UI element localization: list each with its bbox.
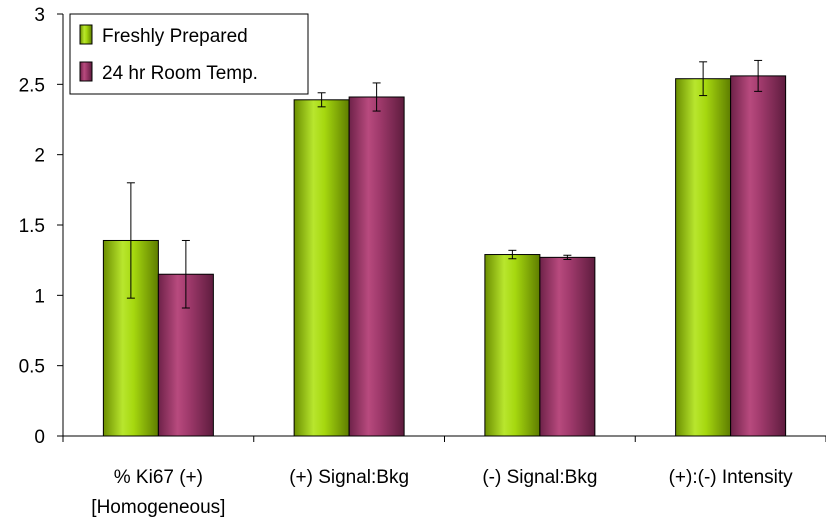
bar <box>348 96 405 437</box>
legend-label-24-hr-room-temp: 24 hr Room Temp. <box>102 63 258 84</box>
y-tick-label: 1.5 <box>19 216 45 237</box>
bar <box>484 254 541 437</box>
y-tick-label: 0.5 <box>19 357 45 378</box>
x-tick-label: % Ki67 (+) <box>114 467 203 488</box>
y-tick-label: 1 <box>34 286 45 307</box>
legend-swatch-24-hr-room-temp <box>79 61 93 82</box>
x-tick-label: (-) Signal:Bkg <box>482 467 597 488</box>
bar <box>730 75 787 437</box>
x-tick-label: (+):(-) Intensity <box>669 467 794 488</box>
bar <box>539 256 596 437</box>
legend: Freshly Prepared 24 hr Room Temp. <box>69 13 309 95</box>
legend-swatch-freshly-prepared <box>79 24 93 45</box>
bar <box>293 99 350 437</box>
plot-area: 0 0.5 1 1.5 2 2.5 3 % Ki67 (+) [Homogeneous] (+) … <box>19 5 826 518</box>
legend-label-freshly-prepared: Freshly Prepared <box>102 26 248 47</box>
y-tick-label: 3 <box>34 5 45 26</box>
x-tick-label: [Homogeneous] <box>91 497 225 518</box>
y-tick-label: 2.5 <box>19 75 45 96</box>
x-tick-label: (+) Signal:Bkg <box>289 467 409 488</box>
y-tick-label: 0 <box>34 427 45 448</box>
bar <box>675 78 732 437</box>
legend-box <box>69 13 309 95</box>
y-tick-label: 2 <box>34 146 45 167</box>
